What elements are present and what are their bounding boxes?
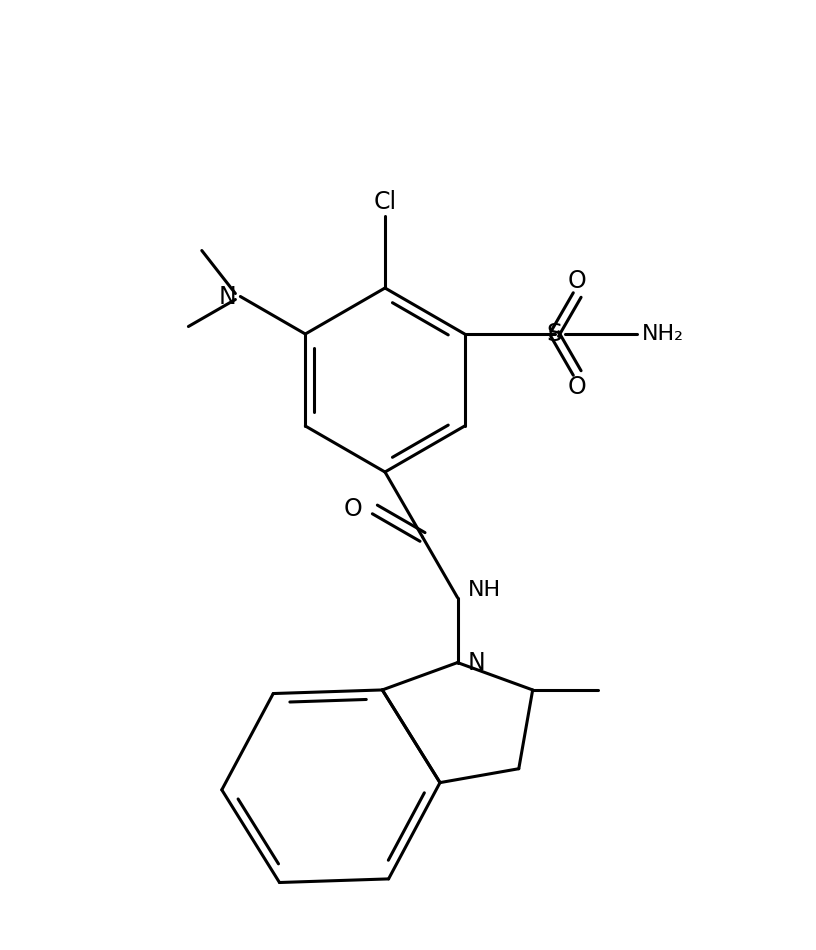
- Text: N: N: [219, 284, 237, 309]
- Text: NH₂: NH₂: [641, 324, 684, 344]
- Text: N: N: [468, 651, 486, 674]
- Text: O: O: [344, 498, 363, 522]
- Text: O: O: [568, 375, 587, 399]
- Text: Cl: Cl: [374, 190, 397, 214]
- Text: NH: NH: [468, 580, 501, 599]
- Text: S: S: [547, 322, 562, 346]
- Text: O: O: [568, 269, 587, 293]
